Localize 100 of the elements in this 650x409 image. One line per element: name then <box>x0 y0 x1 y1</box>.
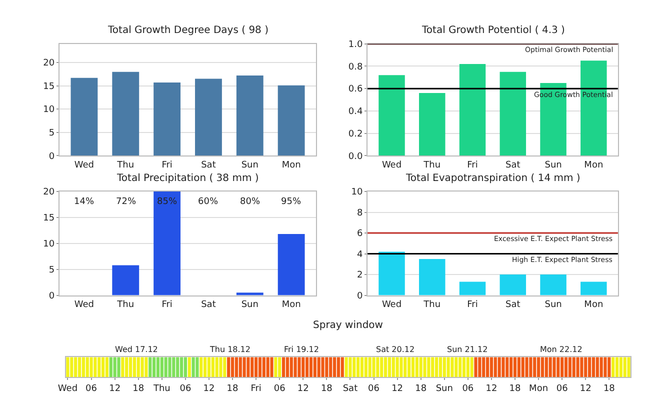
text: Fri 19.12 <box>284 345 319 354</box>
y-tick-label: 10 <box>351 188 363 198</box>
annotation: 95% <box>281 197 302 207</box>
x-tick-label: Thu <box>152 384 170 394</box>
bar <box>278 85 305 156</box>
y-tick-label: 4 <box>356 250 363 260</box>
x-tick-label: 06 <box>556 384 568 394</box>
x-tick-label: Sat <box>506 300 521 310</box>
y-tick-label: 5 <box>48 265 55 276</box>
y-tick-label: 5 <box>48 128 55 138</box>
bar <box>378 252 405 296</box>
x-tick-label: Thu <box>422 300 441 310</box>
x-tick-label: 06 <box>86 384 98 394</box>
x-tick-label: 18 <box>509 384 521 394</box>
chart-title: Spray window <box>313 320 383 331</box>
x-tick-label: Fri <box>467 160 478 170</box>
y-tick-label: 0.6 <box>348 84 363 95</box>
bar <box>419 258 446 296</box>
chart-title: Total Growth Potentiol ( 4.3 ) <box>421 25 566 36</box>
bar <box>378 75 405 156</box>
x-tick-label: Wed <box>74 300 94 310</box>
x-tick-label: Sun <box>544 300 562 310</box>
bar <box>195 78 222 156</box>
text: Sat 20.12 <box>376 345 415 354</box>
y-tick-label: 0.4 <box>348 107 363 118</box>
bar <box>500 274 526 296</box>
x-tick-label: Mon <box>584 300 604 310</box>
x-tick-label: Sat <box>201 160 216 170</box>
x-tick-label: Wed <box>382 300 402 310</box>
y-tick-label: 15 <box>43 214 55 224</box>
x-tick-label: 18 <box>132 384 144 394</box>
chart-title: Total Evapotranspiration ( 14 mm ) <box>405 173 580 184</box>
y-tick-label: 0.8 <box>348 62 363 72</box>
x-tick-label: Fri <box>162 300 172 310</box>
bar <box>459 282 486 296</box>
x-tick-label: Mon <box>282 160 301 170</box>
x-tick-label: Sat <box>201 300 216 310</box>
x-tick-label: 18 <box>603 384 616 394</box>
x-tick-label: Wed <box>382 160 402 170</box>
x-tick-label: Sat <box>506 160 521 170</box>
annotation: 60% <box>198 197 218 207</box>
y-tick-label: 20 <box>43 188 55 198</box>
bar <box>112 72 140 156</box>
y-tick-label: 10 <box>43 240 55 250</box>
bar <box>459 64 486 156</box>
text: Mon 22.12 <box>540 345 582 354</box>
x-tick-label: 12 <box>580 384 592 394</box>
annotation: 80% <box>240 197 260 207</box>
y-tick-label: 0.0 <box>348 152 363 162</box>
chart-title: Total Growth Degree Days ( 98 ) <box>107 25 269 36</box>
y-tick-label: 0 <box>48 152 55 162</box>
x-tick-label: 12 <box>203 384 215 394</box>
x-tick-label: Fri <box>250 384 262 394</box>
bar <box>540 274 566 296</box>
x-tick-label: 12 <box>392 384 404 394</box>
x-tick-label: 06 <box>462 384 474 394</box>
bar <box>154 82 181 156</box>
x-tick-label: Fri <box>467 300 478 310</box>
text: Wed 17.12 <box>115 345 158 354</box>
bar <box>419 93 446 156</box>
x-tick-label: Mon <box>529 384 548 394</box>
x-tick-label: Mon <box>584 160 604 170</box>
x-tick-label: Thu <box>422 160 441 170</box>
annotation: 85% <box>157 197 178 207</box>
x-tick-label: Sun <box>544 160 562 170</box>
bar <box>112 265 140 296</box>
x-tick-label: 18 <box>320 384 333 394</box>
x-tick-label: Sun <box>241 160 258 170</box>
bar <box>580 282 607 296</box>
x-tick-label: Wed <box>74 160 94 170</box>
y-tick-label: 15 <box>43 82 55 92</box>
bar <box>70 78 98 156</box>
x-tick-label: 06 <box>180 384 192 394</box>
y-tick-label: 0 <box>356 291 363 302</box>
text: Thu 18.12 <box>209 345 250 354</box>
x-tick-label: Sat <box>342 384 358 394</box>
x-tick-label: Mon <box>282 300 301 310</box>
y-tick-label: 6 <box>356 229 363 240</box>
y-tick-label: 2 <box>356 270 363 281</box>
text: Sun 21.12 <box>447 345 488 354</box>
x-tick-label: Thu <box>116 300 134 310</box>
x-tick-label: 12 <box>486 384 498 394</box>
x-tick-label: Sun <box>241 300 258 310</box>
y-tick-label: 10 <box>43 105 55 116</box>
x-tick-label: Wed <box>58 384 78 394</box>
y-tick-label: 1.0 <box>348 40 363 50</box>
bar <box>236 292 264 296</box>
x-tick-label: 12 <box>297 384 309 394</box>
bar <box>236 76 264 156</box>
y-tick-label: 0.2 <box>348 129 363 140</box>
bar <box>154 192 181 296</box>
x-tick-label: 18 <box>415 384 427 394</box>
x-tick-label: Sun <box>436 384 453 394</box>
chart-title: Total Precipitation ( 38 mm ) <box>116 173 259 184</box>
y-tick-label: 0 <box>48 291 55 302</box>
bar <box>500 72 526 156</box>
y-tick-label: 20 <box>43 58 55 69</box>
x-tick-label: 06 <box>368 384 380 394</box>
x-tick-label: Thu <box>116 160 134 170</box>
bar <box>278 234 305 296</box>
